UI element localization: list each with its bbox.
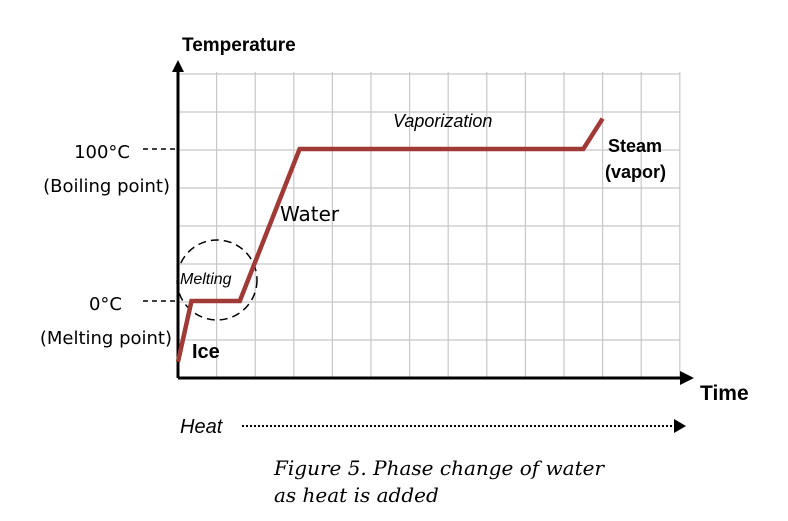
x-axis-label: Time — [700, 382, 749, 405]
annotation-vaporization: Vaporization — [393, 111, 492, 131]
tick-label-0: 0°C — [89, 294, 122, 315]
annotation-ice: Ice — [192, 341, 220, 363]
tick-sublabel-melting: (Melting point) — [40, 328, 172, 349]
annotation-vapor: (vapor) — [605, 162, 666, 182]
grid — [178, 72, 681, 378]
tick-label-100: 100°C — [74, 142, 130, 163]
melting-circle — [176, 239, 258, 321]
y-axis-arrow — [172, 60, 184, 72]
annotation-melting: Melting — [180, 271, 232, 288]
annotation-steam: Steam — [608, 136, 662, 156]
heat-arrow-head — [674, 419, 686, 433]
annotation-water: Water — [280, 202, 340, 226]
heating-curve — [175, 117, 605, 363]
caption-line1: Figure 5. Phase change of water — [273, 456, 605, 480]
tick-sublabel-boiling: (Boiling point) — [43, 176, 170, 197]
caption-line2: as heat is added — [274, 483, 439, 507]
heat-label: Heat — [180, 416, 224, 438]
y-axis-label: Temperature — [182, 35, 296, 56]
x-axis-arrow — [680, 371, 694, 385]
